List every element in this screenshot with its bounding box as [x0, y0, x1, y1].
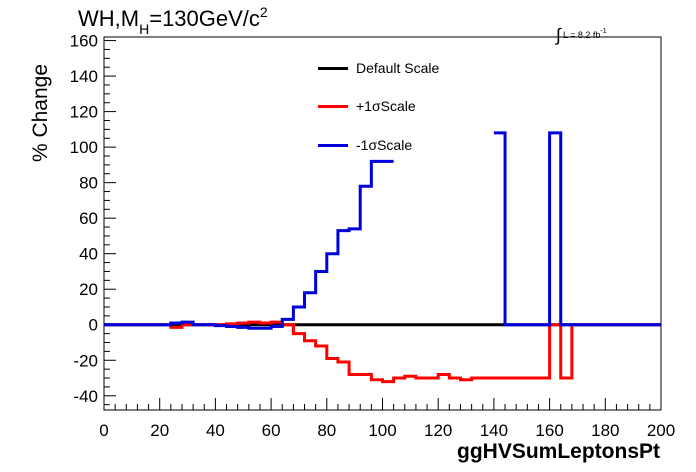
y-tick-label: 100 [70, 138, 98, 157]
x-tick-label: 200 [647, 421, 675, 440]
legend-item-minus1sigma: -1σScale [318, 133, 412, 157]
integral-symbol: ∫ [556, 25, 561, 45]
chart-title: WH,MH=130GeV/c2 [78, 4, 268, 37]
x-axis-label: ggHVSumLeptonsPt [457, 440, 660, 463]
legend-label-plus1sigma: +1σScale [356, 98, 416, 114]
series-plus1sigma-scale [104, 320, 661, 384]
luminosity-superscript: -1 [600, 28, 607, 35]
x-tick-label: 20 [150, 421, 169, 440]
title-subscript: H [139, 21, 150, 37]
legend-item-plus1sigma: +1σScale [318, 94, 416, 118]
legend-swatch-default [318, 66, 348, 70]
y-axis-label: % Change [29, 63, 52, 163]
luminosity-text: L = 8.2 fb [562, 30, 601, 40]
y-tick-label: -40 [73, 387, 98, 406]
y-tick-label: 60 [79, 209, 98, 228]
legend-item-default: Default Scale [318, 56, 439, 80]
x-tick-label: 60 [262, 421, 281, 440]
y-tick-label: 80 [79, 174, 98, 193]
title-superscript: 2 [259, 4, 268, 20]
x-tick-label: 140 [480, 421, 508, 440]
y-tick-label: 160 [70, 32, 98, 51]
x-tick-label: 40 [206, 421, 225, 440]
y-tick-label: -20 [73, 351, 98, 370]
x-tick-label: 100 [368, 421, 396, 440]
x-tick-label: 120 [424, 421, 452, 440]
plot-frame [103, 36, 662, 411]
title-suffix: =130GeV/c [149, 6, 260, 31]
y-tick-label: 40 [79, 245, 98, 264]
legend-swatch-minus1sigma [318, 143, 348, 147]
y-tick-label: 140 [70, 67, 98, 86]
legend-swatch-plus1sigma [318, 104, 348, 108]
legend-label-default: Default Scale [356, 60, 440, 76]
x-tick-label: 0 [99, 421, 108, 440]
x-tick-label: 180 [591, 421, 619, 440]
x-tick-label: 80 [317, 421, 336, 440]
x-tick-label: 160 [535, 421, 563, 440]
title-prefix: WH,M [78, 6, 140, 31]
luminosity-label: ∫ L = 8.2 fb-1 [556, 22, 607, 45]
y-tick-label: 0 [89, 316, 98, 335]
series-minus1sigma-scale [104, 131, 661, 330]
y-tick-label: 20 [79, 280, 98, 299]
y-tick-label: 120 [70, 103, 98, 122]
legend-label-minus1sigma: -1σScale [356, 137, 413, 153]
